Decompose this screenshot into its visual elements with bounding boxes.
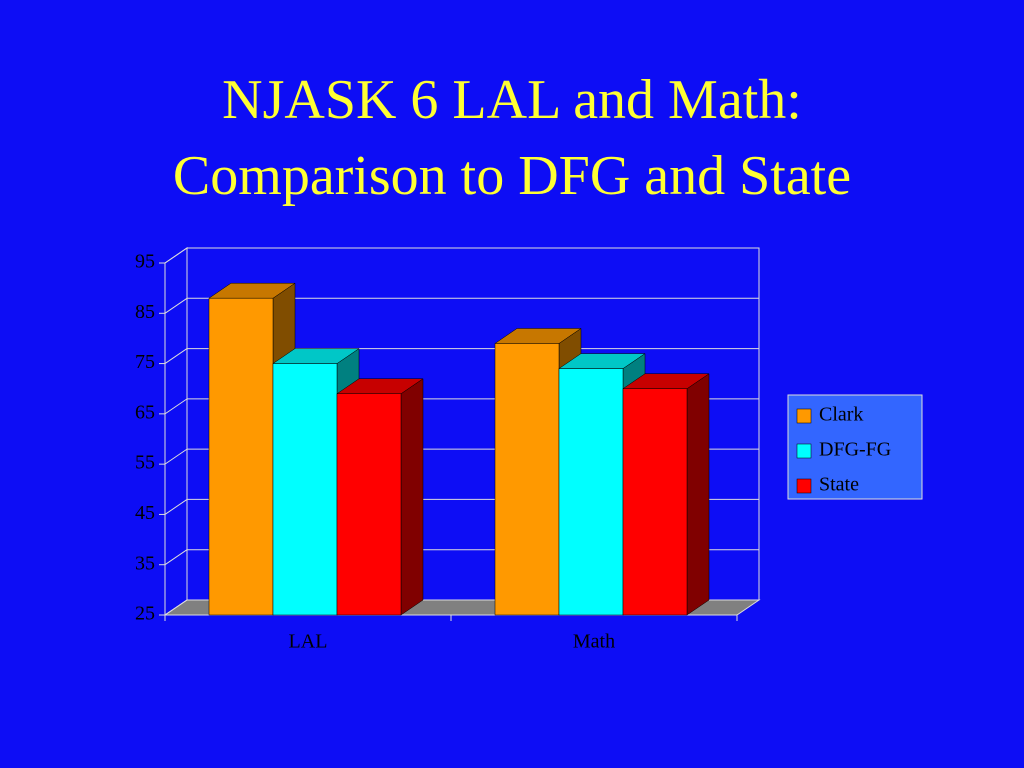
legend-swatch bbox=[796, 443, 812, 459]
side-wall bbox=[164, 247, 188, 616]
grid-line-side bbox=[164, 297, 188, 314]
grid-line-side bbox=[164, 599, 188, 616]
legend-label: DFG-FG bbox=[819, 439, 891, 461]
bar bbox=[336, 393, 402, 616]
grid-line-side bbox=[164, 499, 188, 515]
bar bbox=[272, 363, 338, 616]
y-tick-label: 85 bbox=[135, 301, 155, 323]
bar-side bbox=[400, 378, 424, 616]
bar bbox=[208, 297, 274, 616]
bar bbox=[558, 368, 624, 616]
y-tick-label: 95 bbox=[135, 251, 155, 273]
legend-label: State bbox=[819, 474, 859, 496]
y-tick-label: 45 bbox=[135, 502, 155, 524]
grid-line-side bbox=[164, 398, 188, 415]
y-tick-label: 55 bbox=[135, 452, 155, 474]
x-tick-label: Math bbox=[573, 631, 615, 653]
legend-swatch bbox=[796, 478, 812, 494]
chart-title: NJASK 6 LAL and Math: Comparison to DFG … bbox=[172, 69, 852, 207]
grid-line-side bbox=[164, 348, 188, 364]
y-tick-label: 75 bbox=[135, 351, 155, 373]
bar bbox=[622, 388, 688, 616]
legend-label: Clark bbox=[819, 404, 863, 426]
bar bbox=[494, 343, 560, 616]
grid-line-side bbox=[164, 448, 188, 465]
grid-line-side bbox=[164, 247, 188, 264]
x-tick-label: LAL bbox=[289, 631, 328, 653]
y-tick-label: 65 bbox=[135, 401, 155, 423]
y-tick-label: 25 bbox=[135, 603, 155, 625]
grid-line-side bbox=[164, 549, 188, 566]
bar-side bbox=[686, 373, 710, 616]
y-tick-label: 35 bbox=[135, 552, 155, 574]
legend-swatch bbox=[796, 408, 812, 424]
